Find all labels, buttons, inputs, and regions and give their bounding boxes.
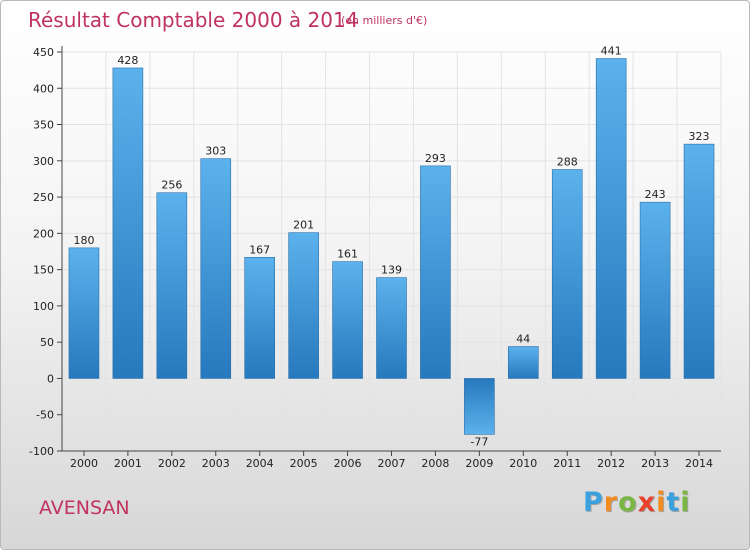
place-name: AVENSAN — [39, 497, 130, 519]
logo-letter: P — [583, 487, 604, 518]
x-tick-label: 2010 — [509, 457, 537, 470]
data-labels: 180 428 256 303 167 201 161 139 293 -77 44 288 441 24… — [73, 45, 709, 449]
x-tick-label: 2000 — [70, 457, 98, 470]
x-tick-label: 2003 — [202, 457, 230, 470]
bar-2011 — [551, 169, 583, 379]
data-label: 180 — [73, 234, 94, 247]
proxiti-logo: Proxiti — [583, 487, 691, 518]
y-tick-label: -50 — [36, 409, 54, 422]
bar-2007 — [376, 277, 407, 379]
y-tick-label: 250 — [33, 191, 54, 204]
x-tick-label: 2005 — [290, 457, 318, 470]
y-tick-label: 350 — [33, 119, 54, 132]
x-tick-label: 2007 — [378, 457, 406, 470]
data-label: 428 — [117, 54, 138, 67]
logo-letter: r — [603, 487, 619, 518]
data-label: 161 — [337, 248, 358, 261]
x-tick-label: 2008 — [421, 457, 449, 470]
data-label: 243 — [645, 188, 666, 201]
x-tick-label: 2012 — [597, 457, 625, 470]
data-label: 288 — [557, 156, 578, 169]
y-tick-label: -100 — [29, 445, 54, 458]
bars — [68, 58, 715, 435]
data-label: 303 — [205, 145, 226, 158]
bar-2006 — [332, 261, 363, 379]
data-label: 441 — [601, 45, 622, 58]
chart-title: Résultat Comptable 2000 à 2014 — [28, 8, 359, 32]
y-tick-label: 150 — [33, 264, 54, 277]
y-tick-label: 300 — [33, 155, 54, 168]
bar-2003 — [200, 158, 232, 379]
chart-subtitle: (en milliers d'€) — [341, 14, 428, 27]
bar-2013 — [639, 201, 671, 379]
y-tick-label: 0 — [47, 372, 54, 385]
logo-letter: t — [666, 487, 681, 518]
y-tick-label: 50 — [40, 336, 54, 349]
data-label: -77 — [470, 435, 488, 448]
bar-2009 — [464, 378, 495, 435]
x-tick-label: 2002 — [158, 457, 186, 470]
x-tick-label: 2014 — [685, 457, 713, 470]
data-label: 256 — [161, 179, 182, 192]
logo-letter: i — [656, 487, 667, 518]
x-tick-label: 2009 — [465, 457, 493, 470]
logo-letter: x — [637, 487, 657, 518]
data-label: 201 — [293, 219, 314, 232]
data-label: 293 — [425, 152, 446, 165]
y-tick-label: 200 — [33, 227, 54, 240]
bar-2014 — [683, 143, 715, 379]
bar-2000 — [68, 247, 100, 379]
data-label: 139 — [381, 264, 402, 277]
axes: -100 -50 0 50 100 150 200 250 300 350 400 450 2000 20… — [29, 46, 721, 470]
bar-2010 — [507, 346, 539, 379]
bar-2004 — [244, 257, 275, 379]
logo-letter: o — [618, 487, 638, 518]
data-label: 167 — [249, 243, 270, 256]
bar-2008 — [420, 165, 451, 379]
y-tick-label: 400 — [33, 82, 54, 95]
x-tick-label: 2001 — [114, 457, 142, 470]
x-tick-label: 2011 — [553, 457, 581, 470]
x-tick-label: 2006 — [334, 457, 362, 470]
y-tick-label: 100 — [33, 300, 54, 313]
logo-letter: i — [680, 487, 691, 518]
bar-2005 — [288, 232, 319, 379]
bar-2001 — [112, 67, 144, 379]
data-label: 323 — [689, 130, 710, 143]
bar-2012 — [595, 58, 627, 379]
y-tick-label: 450 — [33, 46, 54, 59]
x-tick-label: 2004 — [246, 457, 274, 470]
data-label: 44 — [516, 333, 530, 346]
bar-2002 — [156, 192, 188, 379]
x-tick-label: 2013 — [641, 457, 669, 470]
